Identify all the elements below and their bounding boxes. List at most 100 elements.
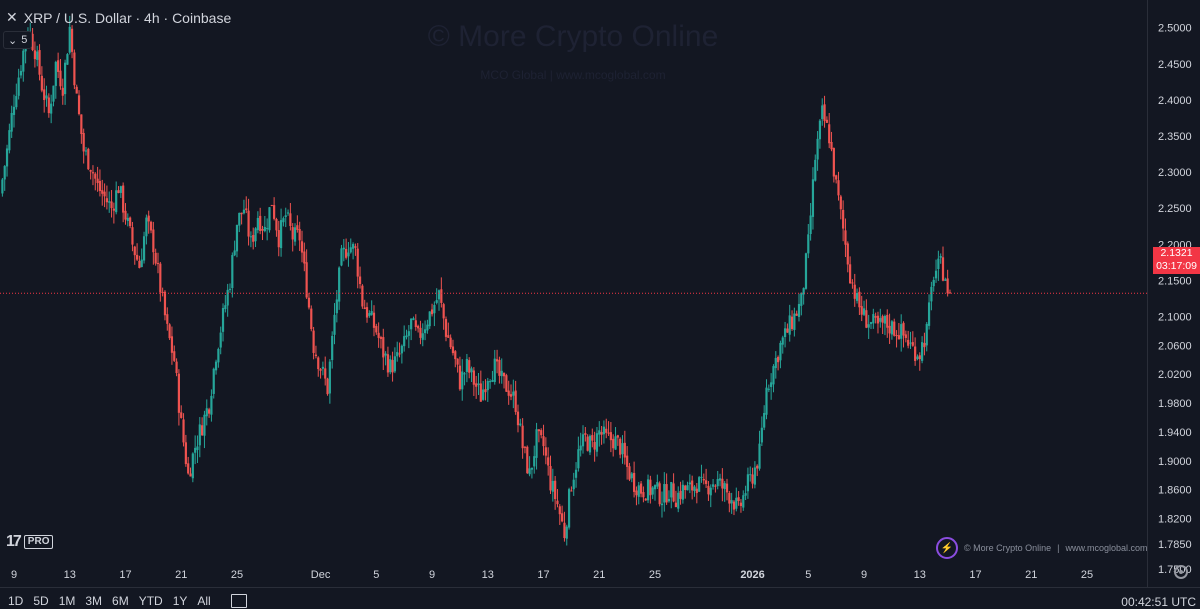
candle-body [375, 326, 378, 333]
candle-body [816, 138, 819, 160]
range-button-5d[interactable]: 5D [33, 593, 49, 608]
candle-body [226, 289, 229, 306]
candle-body [828, 124, 831, 144]
range-button-6m[interactable]: 6M [112, 593, 129, 608]
candle-body [651, 487, 654, 495]
candle-body [612, 438, 615, 449]
candle-body [526, 446, 529, 474]
candle-body [858, 291, 861, 308]
candle-body [398, 353, 401, 355]
candle-body [577, 449, 580, 469]
candle-body [461, 371, 464, 390]
price-axis-label: 2.0200 [1158, 369, 1192, 381]
candle-body [365, 307, 369, 318]
candle-body [214, 361, 218, 371]
candle-body [635, 490, 638, 496]
candle-body [665, 484, 668, 503]
candle-body [860, 306, 863, 315]
candle-body [825, 119, 828, 123]
candle-body [674, 502, 678, 508]
indicators-toggle[interactable]: ⌄ 5 [3, 31, 33, 49]
candle-body [201, 425, 204, 436]
price-axis-label: 1.9000 [1158, 456, 1192, 468]
candle-body [140, 259, 143, 267]
candle-body [702, 478, 705, 481]
candle-body [749, 474, 752, 476]
close-icon[interactable]: ✕ [6, 9, 18, 25]
candle-body [296, 225, 299, 230]
candle-body [342, 247, 345, 250]
candle-body [730, 500, 733, 504]
settings-gear-icon[interactable] [1174, 565, 1188, 579]
time-axis-label: 13 [914, 569, 926, 581]
candle-body [804, 253, 808, 289]
candle-body [87, 148, 90, 170]
candle-body [135, 254, 139, 260]
candle-body [600, 432, 603, 435]
candle-body [907, 339, 910, 346]
candle-body [112, 208, 115, 211]
time-axis-label: 25 [231, 569, 243, 581]
symbol-title[interactable]: XRP / U.S. Dollar · 4h · Coinbase [23, 9, 232, 26]
range-button-1m[interactable]: 1M [58, 593, 76, 608]
candle-body [721, 478, 724, 489]
candle-body [767, 388, 770, 390]
candle-body [770, 382, 773, 387]
candle-body [177, 373, 180, 413]
candle-body [235, 224, 239, 252]
candle-body [916, 356, 919, 360]
candle-body [273, 205, 276, 219]
candle-body [902, 322, 905, 336]
range-button-all[interactable]: All [197, 593, 211, 608]
candle-body [43, 89, 46, 101]
time-axis-label: 5 [805, 569, 811, 581]
candle-body [944, 279, 947, 281]
candle-body [561, 513, 564, 522]
candle-body [349, 247, 352, 253]
author-credit: ⚡ © More Crypto Online | www.mcoglobal.c… [936, 537, 1148, 559]
candle-body [484, 389, 487, 393]
candle-body [166, 314, 169, 324]
time-axis-label: 17 [537, 569, 549, 581]
candle-body [584, 433, 587, 435]
time-axis-label: 21 [175, 569, 187, 581]
candle-body [790, 316, 794, 329]
range-button-1d[interactable]: 1D [8, 593, 24, 608]
candle-body [579, 445, 582, 451]
candle-body [5, 148, 9, 167]
candle-body [700, 476, 703, 478]
time-axis-label: 9 [861, 569, 867, 581]
range-button-ytd[interactable]: YTD [138, 593, 163, 608]
candle-body [521, 425, 524, 449]
candle-body [914, 346, 917, 361]
candle-body [80, 114, 83, 135]
utc-clock[interactable]: 00:42:51 UTC [1121, 595, 1196, 609]
candle-body [909, 342, 912, 344]
range-button-1y[interactable]: 1Y [172, 593, 188, 608]
candle-body [403, 336, 406, 347]
candle-body [289, 213, 292, 227]
price-axis[interactable]: 2.50002.45002.40002.35002.30002.25002.20… [1158, 23, 1192, 577]
credit-name: © More Crypto Online [964, 543, 1052, 553]
candle-body [254, 228, 257, 242]
time-axis[interactable]: 9 13 17 21 25 Dec 5 9 13 17 21 25 2026 5 9 13 17 21 25 [11, 569, 1093, 581]
candle-body [795, 313, 798, 316]
tradingview-logo[interactable]: 17 PRO [6, 533, 54, 551]
candle-body [335, 299, 338, 314]
candle-body [930, 286, 933, 302]
candle-body [407, 331, 410, 336]
candle-body [688, 482, 691, 485]
candle-body [442, 304, 445, 319]
candle-body [52, 85, 55, 102]
candle-body [835, 175, 838, 180]
candle-body [224, 305, 227, 310]
candle-body [653, 485, 657, 490]
candle-body [129, 217, 132, 227]
range-button-3m[interactable]: 3M [85, 593, 103, 608]
calendar-icon[interactable] [230, 593, 247, 608]
bolt-icon: ⚡ [936, 537, 958, 559]
candle-body [656, 482, 659, 487]
price-axis-label: 2.4500 [1158, 59, 1192, 71]
candle-body [361, 285, 364, 307]
